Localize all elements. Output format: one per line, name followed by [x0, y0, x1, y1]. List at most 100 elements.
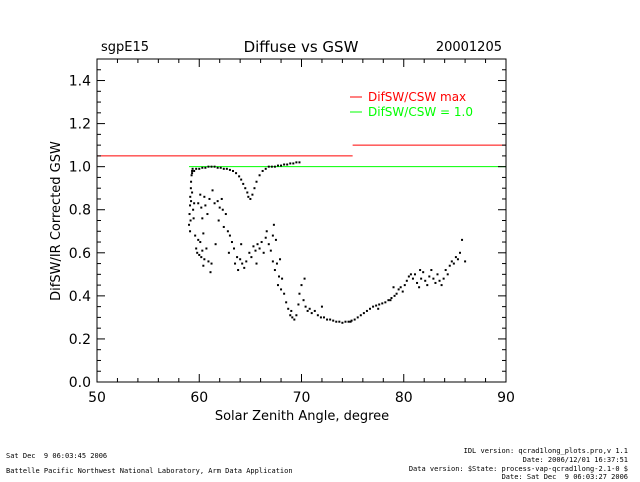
data-point	[261, 169, 264, 172]
data-point	[390, 297, 393, 300]
x-tick-label: 90	[497, 390, 515, 406]
data-point	[276, 284, 279, 287]
data-point	[210, 262, 213, 265]
data-point	[280, 164, 283, 167]
data-point	[205, 247, 208, 250]
data-point	[214, 243, 217, 246]
data-point	[222, 225, 225, 228]
data-point	[198, 167, 201, 170]
data-point	[201, 217, 204, 220]
data-point	[206, 213, 209, 216]
data-point	[209, 271, 212, 274]
data-point	[192, 208, 195, 211]
data-point	[270, 165, 273, 168]
data-point	[204, 204, 207, 207]
data-point	[302, 299, 305, 302]
data-point	[440, 284, 443, 287]
data-point	[247, 195, 250, 198]
data-point	[189, 219, 192, 222]
data-point	[353, 318, 356, 321]
data-point	[409, 273, 412, 276]
data-point	[267, 243, 270, 246]
data-point	[190, 174, 193, 177]
data-point	[256, 243, 259, 246]
data-point	[273, 269, 276, 272]
data-point	[461, 238, 464, 241]
data-point	[226, 230, 229, 233]
data-point	[347, 320, 350, 323]
data-point	[306, 309, 309, 312]
data-point	[250, 256, 253, 259]
data-point	[189, 204, 192, 207]
data-point	[341, 321, 344, 324]
x-tick-label: 50	[88, 390, 106, 406]
data-point	[213, 202, 216, 205]
data-point	[199, 241, 202, 244]
data-point	[418, 286, 421, 289]
data-point	[262, 251, 265, 254]
data-point	[448, 264, 451, 267]
data-point	[384, 301, 387, 304]
data-point	[285, 301, 288, 304]
data-point	[272, 223, 275, 226]
data-point	[359, 314, 362, 317]
data-point	[452, 262, 455, 265]
x-tick-label: 70	[293, 390, 311, 406]
data-point	[193, 202, 196, 205]
data-point	[230, 241, 233, 244]
data-point	[273, 165, 276, 168]
data-point	[269, 249, 272, 252]
data-point	[365, 309, 368, 312]
data-point	[422, 271, 425, 274]
data-point	[234, 262, 237, 265]
data-point	[316, 314, 319, 317]
y-tick-label: 0.0	[69, 375, 91, 391]
data-point	[197, 202, 200, 205]
data-point	[200, 256, 203, 259]
data-point	[320, 305, 323, 308]
data-point	[271, 260, 274, 263]
data-point	[289, 314, 292, 317]
data-point	[377, 307, 380, 310]
data-point	[344, 320, 347, 323]
data-point	[313, 309, 316, 312]
data-point	[278, 275, 281, 278]
y-tick-label: 1.2	[69, 117, 91, 133]
data-point	[397, 288, 400, 291]
data-point	[300, 284, 303, 287]
data-point	[389, 299, 392, 302]
data-point	[349, 320, 352, 323]
reference-lines	[97, 144, 506, 168]
chart-title: Diffuse vs GSW	[244, 38, 359, 56]
data-point	[298, 292, 301, 295]
data-point	[195, 167, 198, 170]
data-point	[200, 206, 203, 209]
data-point	[242, 182, 245, 185]
data-point	[248, 251, 251, 254]
data-point	[208, 197, 211, 200]
data-point	[356, 316, 359, 319]
data-point	[350, 319, 353, 322]
data-point	[253, 187, 256, 190]
data-point	[251, 193, 254, 196]
data-point	[203, 258, 206, 261]
data-point	[401, 290, 404, 293]
data-point	[207, 165, 210, 168]
data-point	[249, 197, 252, 200]
x-axis-label: Solar Zenith Angle, degree	[215, 409, 389, 424]
data-point	[193, 169, 196, 172]
data-point	[220, 197, 223, 200]
data-point	[387, 299, 390, 302]
data-point	[255, 262, 258, 265]
data-point	[191, 172, 194, 175]
data-point	[280, 288, 283, 291]
data-point	[286, 163, 289, 166]
data-point	[191, 167, 194, 170]
data-point	[290, 309, 293, 312]
data-point	[308, 307, 311, 310]
footer-timestamp: Sat Dec 9 06:03:45 2006	[6, 452, 108, 460]
data-point	[319, 316, 322, 319]
data-point	[190, 200, 193, 203]
data-point	[444, 269, 447, 272]
